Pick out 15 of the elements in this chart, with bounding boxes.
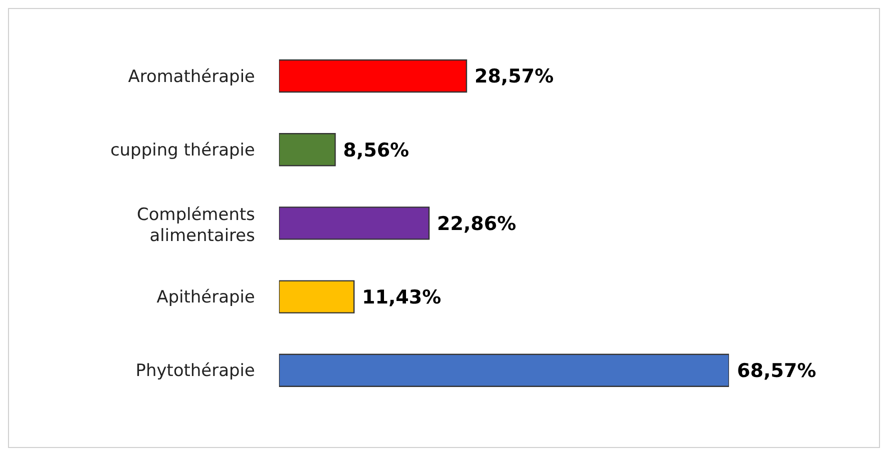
data-label: 68,57% <box>737 360 816 382</box>
data-label: 11,43% <box>362 286 442 309</box>
bar <box>279 280 355 314</box>
y-tick-label: Aromathérapie <box>128 66 255 87</box>
y-tick-label: Apithérapie <box>156 288 255 308</box>
data-label: 8,56% <box>343 139 410 162</box>
y-tick-label: Compléments alimentaires <box>136 205 256 246</box>
bar <box>279 59 468 93</box>
bar <box>279 133 336 166</box>
bar <box>279 354 729 387</box>
y-tick-label: cupping thérapie <box>110 140 255 160</box>
y-tick-label: Phytothérapie <box>136 361 255 382</box>
data-label: 22,86% <box>437 212 516 235</box>
bar <box>279 206 430 240</box>
data-label: 28,57% <box>474 66 554 88</box>
